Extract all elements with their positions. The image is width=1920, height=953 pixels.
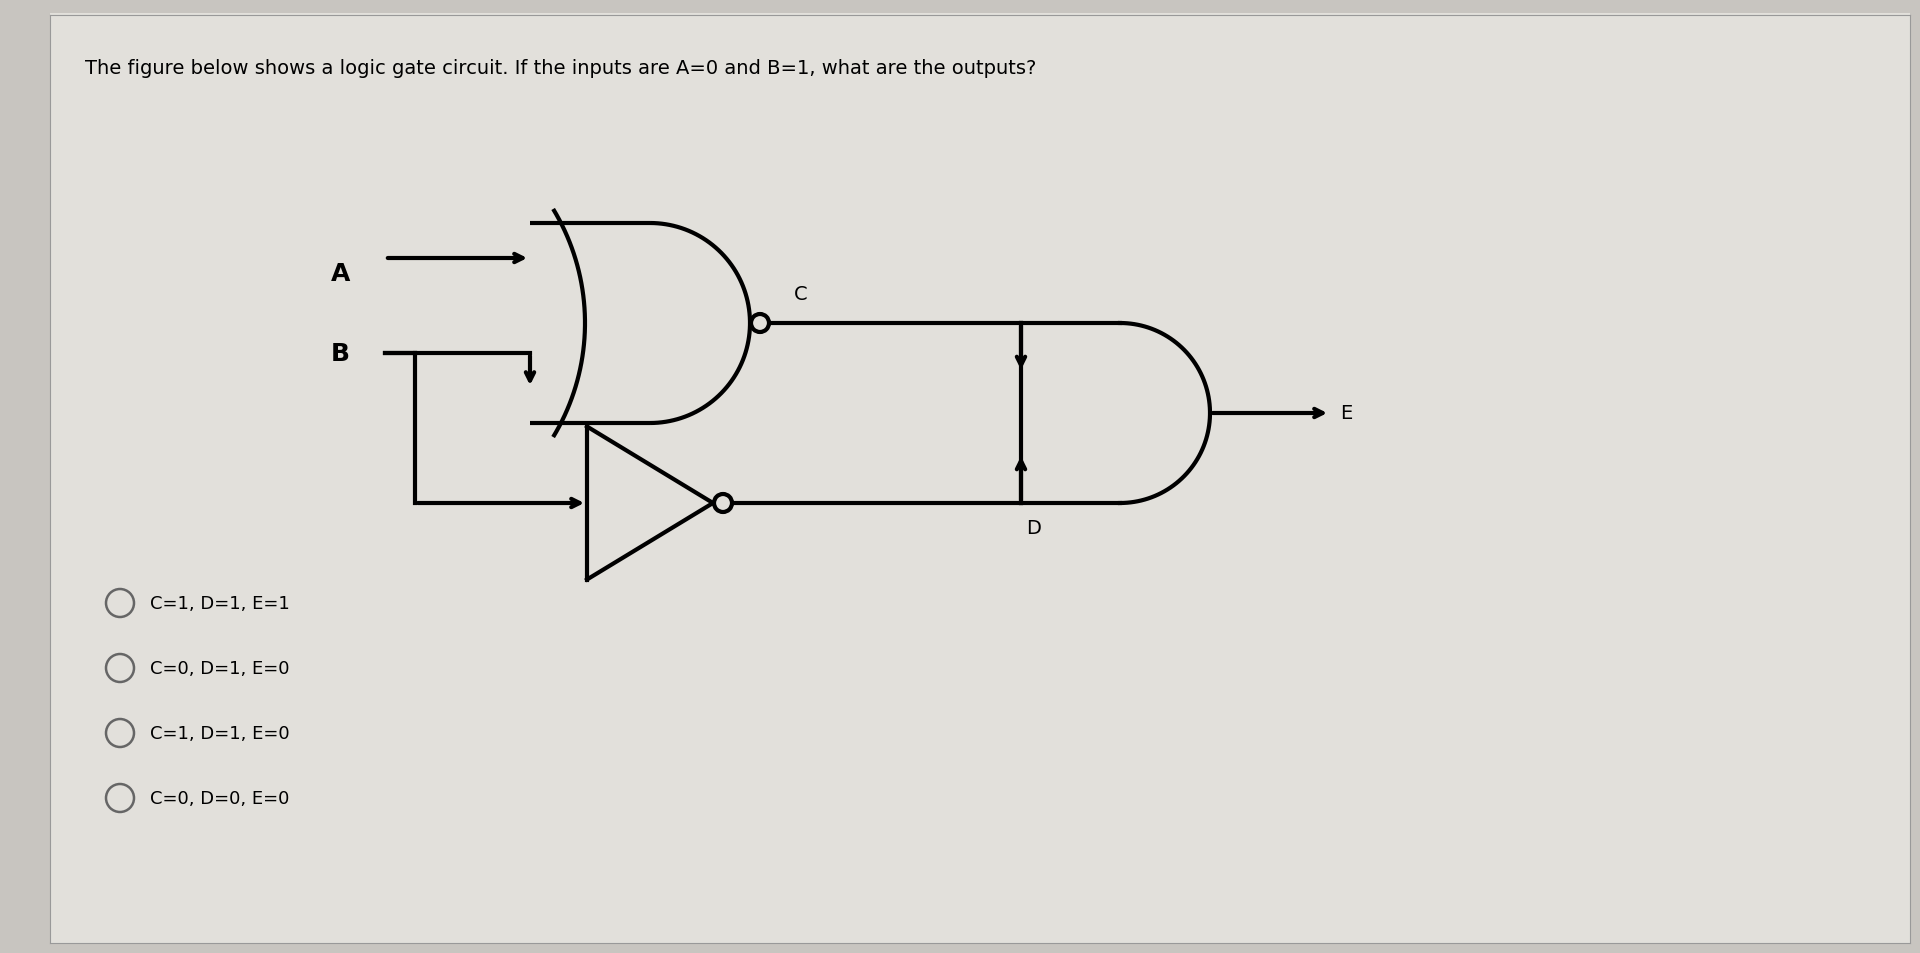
FancyBboxPatch shape (50, 14, 1910, 943)
Text: C=1, D=1, E=1: C=1, D=1, E=1 (150, 595, 290, 613)
Text: D: D (1025, 518, 1041, 537)
Text: C: C (795, 285, 808, 304)
Text: C=0, D=1, E=0: C=0, D=1, E=0 (150, 659, 290, 678)
Text: E: E (1340, 404, 1352, 423)
Text: The figure below shows a logic gate circuit. If the inputs are A=0 and B=1, what: The figure below shows a logic gate circ… (84, 59, 1037, 78)
Text: B: B (330, 341, 349, 366)
Text: C=0, D=0, E=0: C=0, D=0, E=0 (150, 789, 290, 807)
Circle shape (714, 495, 732, 513)
Text: A: A (330, 262, 349, 286)
Text: C=1, D=1, E=0: C=1, D=1, E=0 (150, 724, 290, 742)
Circle shape (751, 314, 770, 333)
